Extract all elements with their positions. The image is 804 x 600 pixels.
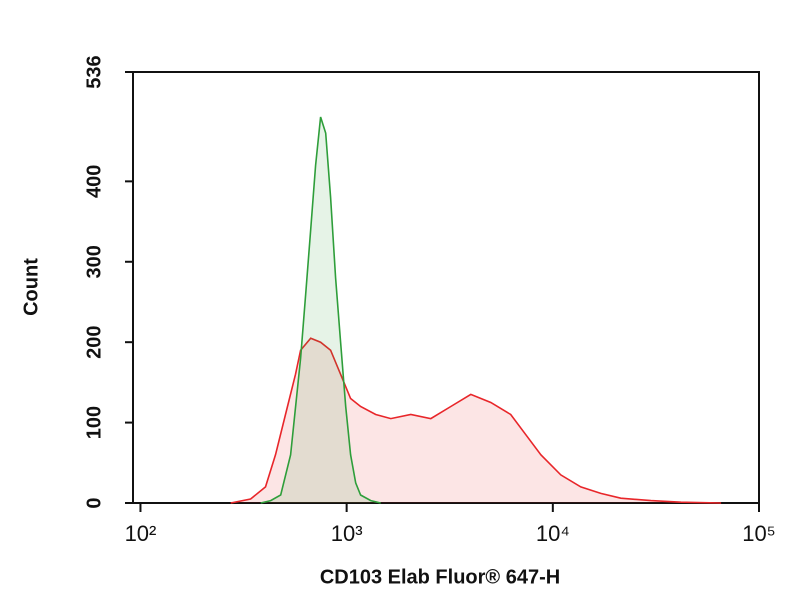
x-tick-label: 10² <box>125 521 157 546</box>
y-tick-label: 300 <box>83 245 105 278</box>
y-tick-label: 100 <box>83 406 105 439</box>
area-fill <box>230 338 722 503</box>
line <box>230 337 722 504</box>
y-tick-label: 400 <box>83 165 105 198</box>
x-tick-label: 10⁴ <box>536 521 570 546</box>
plot-frame <box>132 71 760 504</box>
area-fill <box>260 117 381 503</box>
y-tick-label: 200 <box>83 325 105 358</box>
y-tick-label: 536 <box>83 55 105 88</box>
x-tick-label: 10⁵ <box>742 521 776 546</box>
x-tick-label: 10³ <box>331 521 363 546</box>
y-tick-label: 0 <box>83 497 105 508</box>
y-axis-label: Count <box>20 258 42 316</box>
line <box>260 116 381 504</box>
x-axis-label: CD103 Elab Fluor® 647-H <box>320 566 560 588</box>
